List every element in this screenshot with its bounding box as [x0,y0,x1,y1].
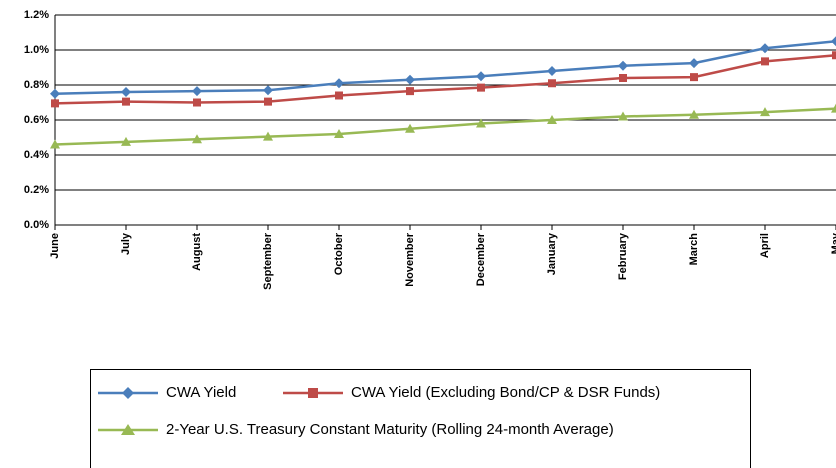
data-point [689,109,699,119]
data-point [334,129,344,138]
series-line [54,107,836,146]
data-point [263,131,273,141]
series-line [54,40,836,95]
x-tick-label: February [617,232,629,280]
x-tick-label: December [475,232,487,286]
legend-label: 2-Year U.S. Treasury Constant Maturity (… [166,421,614,438]
data-point [50,88,60,99]
data-point [548,79,556,88]
data-point [192,86,202,97]
data-point [760,107,770,117]
data-point [51,99,59,108]
data-point [121,87,131,97]
data-point [406,87,414,96]
data-point [335,91,343,100]
data-point [619,74,627,82]
data-point [831,36,836,47]
series-line [54,54,836,105]
legend-box [90,369,751,468]
data-point [405,123,415,133]
data-point [831,103,836,113]
x-tick-label: April [759,233,771,258]
data-point [476,118,486,128]
data-point [264,97,272,106]
x-tick-label: July [120,232,132,255]
data-point [263,85,273,96]
x-tick-label: January [546,232,558,275]
y-tick-label: 1.0% [24,44,49,56]
data-point [690,73,698,82]
data-point [477,83,485,92]
data-point [334,78,344,89]
legend-marker [308,388,318,398]
x-tick-label: October [333,232,345,275]
data-point [760,43,770,54]
x-tick-label: September [262,232,274,290]
y-tick-label: 0.6% [24,114,49,126]
y-tick-label: 0.8% [24,79,49,91]
data-point [121,136,131,146]
data-point [761,57,769,66]
data-point [618,111,628,121]
y-tick-label: 0.0% [24,219,49,231]
data-point [689,58,699,69]
data-point [476,71,486,82]
data-point [618,60,628,71]
legend-label: CWA Yield (Excluding Bond/CP & DSR Funds… [351,384,660,401]
y-tick-label: 0.4% [24,149,49,161]
data-point [193,98,201,107]
data-point [547,66,557,76]
data-point [405,74,415,85]
x-tick-label: June [49,233,61,259]
y-tick-label: 1.2% [24,9,49,21]
y-tick-label: 0.2% [24,184,49,196]
data-point [832,51,836,60]
data-point [50,139,60,149]
data-point [192,134,202,144]
legend-label: CWA Yield [166,384,236,401]
data-point [547,115,557,124]
legend-marker [122,387,134,399]
legend-marker [121,424,135,435]
x-tick-label: May [830,232,836,254]
x-tick-label: August [191,233,203,271]
data-point [122,97,130,106]
x-tick-label: November [404,232,416,287]
x-tick-label: March [688,233,700,266]
